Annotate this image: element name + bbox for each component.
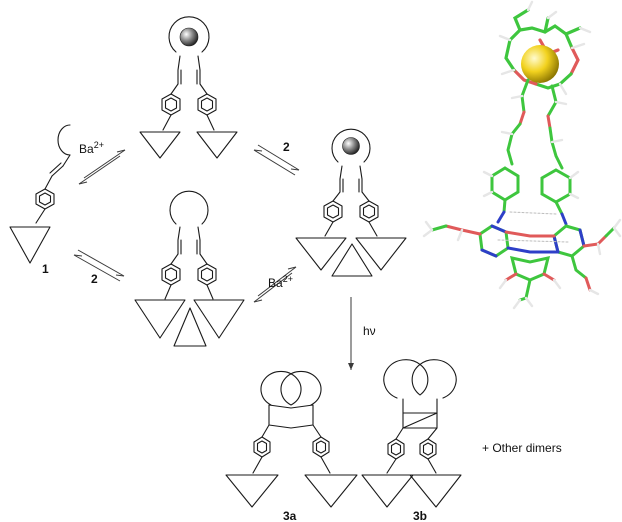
compound-3b-structure (361, 359, 462, 508)
reagent-2-label-top: 2 (283, 140, 290, 154)
equilibrium-arrow-1-to-top (78, 149, 126, 185)
equilibrium-arrow-middle-to-ternary (253, 266, 297, 303)
barium-ion-model (521, 45, 559, 83)
linker-chains-model (506, 78, 564, 170)
barium-label-top: Ba2+ (79, 140, 104, 156)
crown-ether-arc (169, 190, 209, 225)
cyclobutane-ring (268, 404, 314, 429)
benzene-ring (197, 93, 217, 116)
crown-ether-arc (168, 16, 210, 53)
triangle-shape (331, 243, 373, 277)
light-irradiation-label: hν (363, 324, 376, 338)
barium-ion (179, 27, 199, 47)
crown-ether-arc (383, 359, 457, 399)
cyclobutane-ring (402, 412, 438, 429)
other-dimers-label: + Other dimers (482, 441, 562, 455)
triangle-shape (196, 131, 238, 159)
triangle-shape (304, 474, 358, 508)
benzene-ring (253, 436, 271, 458)
equilibrium-arrow-1-to-middle (73, 249, 125, 282)
crown-ether-arc (260, 370, 322, 406)
triangle-shape (173, 307, 207, 347)
triangle-shape (225, 474, 279, 508)
triangle-shape (9, 226, 51, 264)
compound-3a-label: 3a (283, 509, 297, 522)
triangle-shape (295, 237, 347, 271)
crown-ether-arc (57, 124, 71, 156)
triangle-shape (193, 299, 245, 339)
benzene-ring (312, 436, 330, 458)
compound-1-label: 1 (42, 262, 49, 276)
compound-1-structure (9, 124, 71, 264)
benzene-ring (161, 263, 181, 286)
barium-ion (342, 137, 360, 155)
triangle-shape (139, 131, 181, 159)
triangle-shape (355, 237, 407, 271)
styryl-double-bond (49, 162, 64, 177)
molecular-model-3d (422, 0, 622, 310)
top-complex-structure (139, 16, 238, 159)
benzene-ring (359, 200, 379, 223)
benzene-ring (161, 93, 181, 116)
reagent-2-label-bottom: 2 (91, 272, 98, 286)
benzene-ring (419, 438, 437, 460)
ternary-complex-structure (295, 128, 407, 277)
compound-3a-structure (225, 370, 358, 508)
equilibrium-arrow-top-to-ternary (253, 144, 300, 176)
triazine-core-model (430, 210, 616, 302)
triangle-shape (409, 474, 462, 508)
benzene-ring (35, 188, 55, 210)
crown-ether-arc (331, 128, 371, 163)
barium-label-bottom: Ba2+ (268, 274, 293, 290)
triangle-shape (134, 299, 186, 339)
benzene-ring (197, 263, 217, 286)
benzene-ring (387, 438, 405, 460)
triangle-shape (361, 474, 414, 508)
benzene-ring (323, 200, 343, 223)
middle-complex-structure (134, 190, 245, 347)
phenyl-rings-model (490, 166, 572, 216)
hydrogen-atoms-model (422, 0, 622, 310)
compound-3b-label: 3b (413, 509, 427, 522)
